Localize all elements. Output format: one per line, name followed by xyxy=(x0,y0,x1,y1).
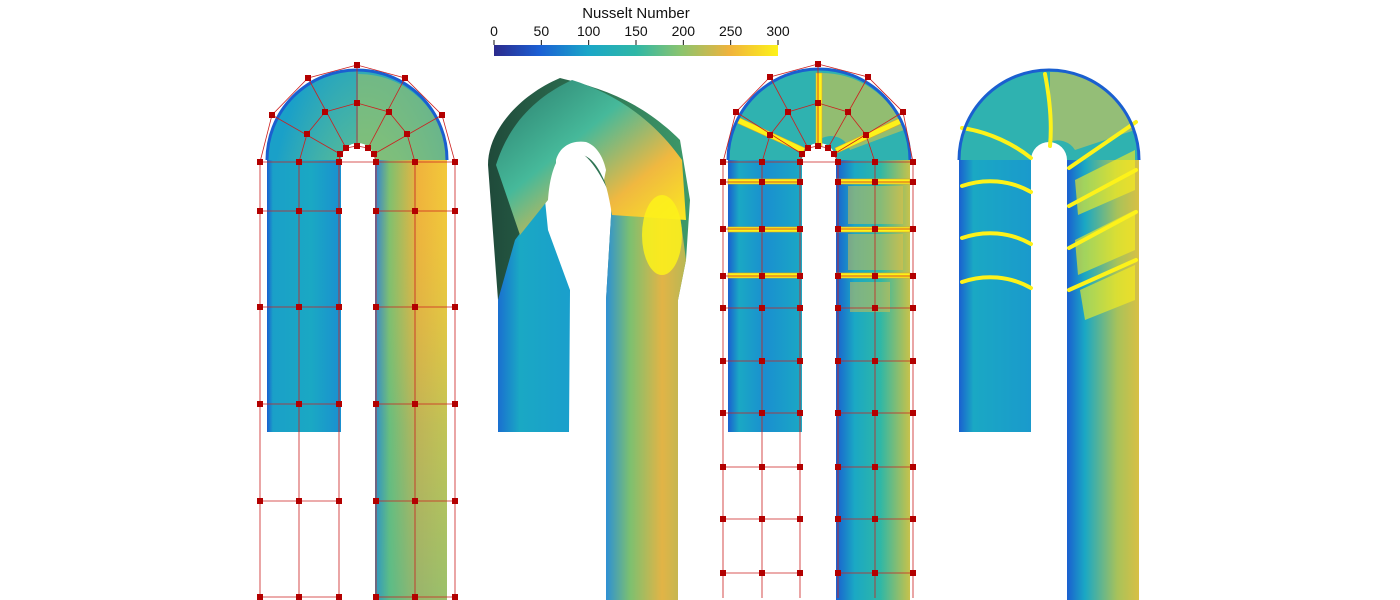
panel-1 xyxy=(257,62,458,600)
panel-3-left-leg xyxy=(728,160,802,432)
panel-2-hole xyxy=(556,141,606,180)
panel-2-hotspot xyxy=(642,195,682,275)
panel-2-bend xyxy=(496,80,686,235)
colorbar-tick-label: 300 xyxy=(766,23,790,39)
panel-4 xyxy=(957,68,1141,600)
colorbar-tick-label: 250 xyxy=(719,23,743,39)
panel-3-right-leg xyxy=(836,160,910,600)
panel-1-lattice-nodes xyxy=(257,62,458,600)
colorbar-tick-label: 0 xyxy=(490,23,498,39)
colorbar-tick-label: 50 xyxy=(534,23,550,39)
colorbar-bar xyxy=(494,45,778,56)
colorbar-tick-label: 100 xyxy=(577,23,601,39)
colorbar-ticks: 0 50 100 150 200 250 300 xyxy=(490,23,790,45)
panel-2-right-leg xyxy=(606,200,686,600)
panel-3-outer-edge xyxy=(726,67,912,161)
colorbar: Nusselt Number 0 50 100 150 200 250 300 xyxy=(490,5,790,56)
panel-4-bend-warm xyxy=(1050,71,1135,150)
panel-2-left-leg xyxy=(498,200,570,432)
panel-4-warm-patches xyxy=(1075,150,1135,320)
panel-3-lattice-nodes xyxy=(720,61,916,576)
panel-2 xyxy=(488,78,690,600)
panel-3 xyxy=(720,61,916,600)
panel-1-bend-highlight xyxy=(358,73,447,160)
panel-4-outer-edge xyxy=(957,68,1141,161)
panel-4-left-leg xyxy=(959,160,1031,432)
panel-3-warm-patches xyxy=(848,186,903,312)
colorbar-tick-label: 200 xyxy=(672,23,696,39)
colorbar-tick-label: 150 xyxy=(624,23,648,39)
panel-1-left-leg xyxy=(267,160,341,432)
panel-4-ribs xyxy=(960,72,1138,292)
panel-1-right-leg-shade xyxy=(375,160,447,600)
colorbar-title: Nusselt Number xyxy=(582,5,690,22)
